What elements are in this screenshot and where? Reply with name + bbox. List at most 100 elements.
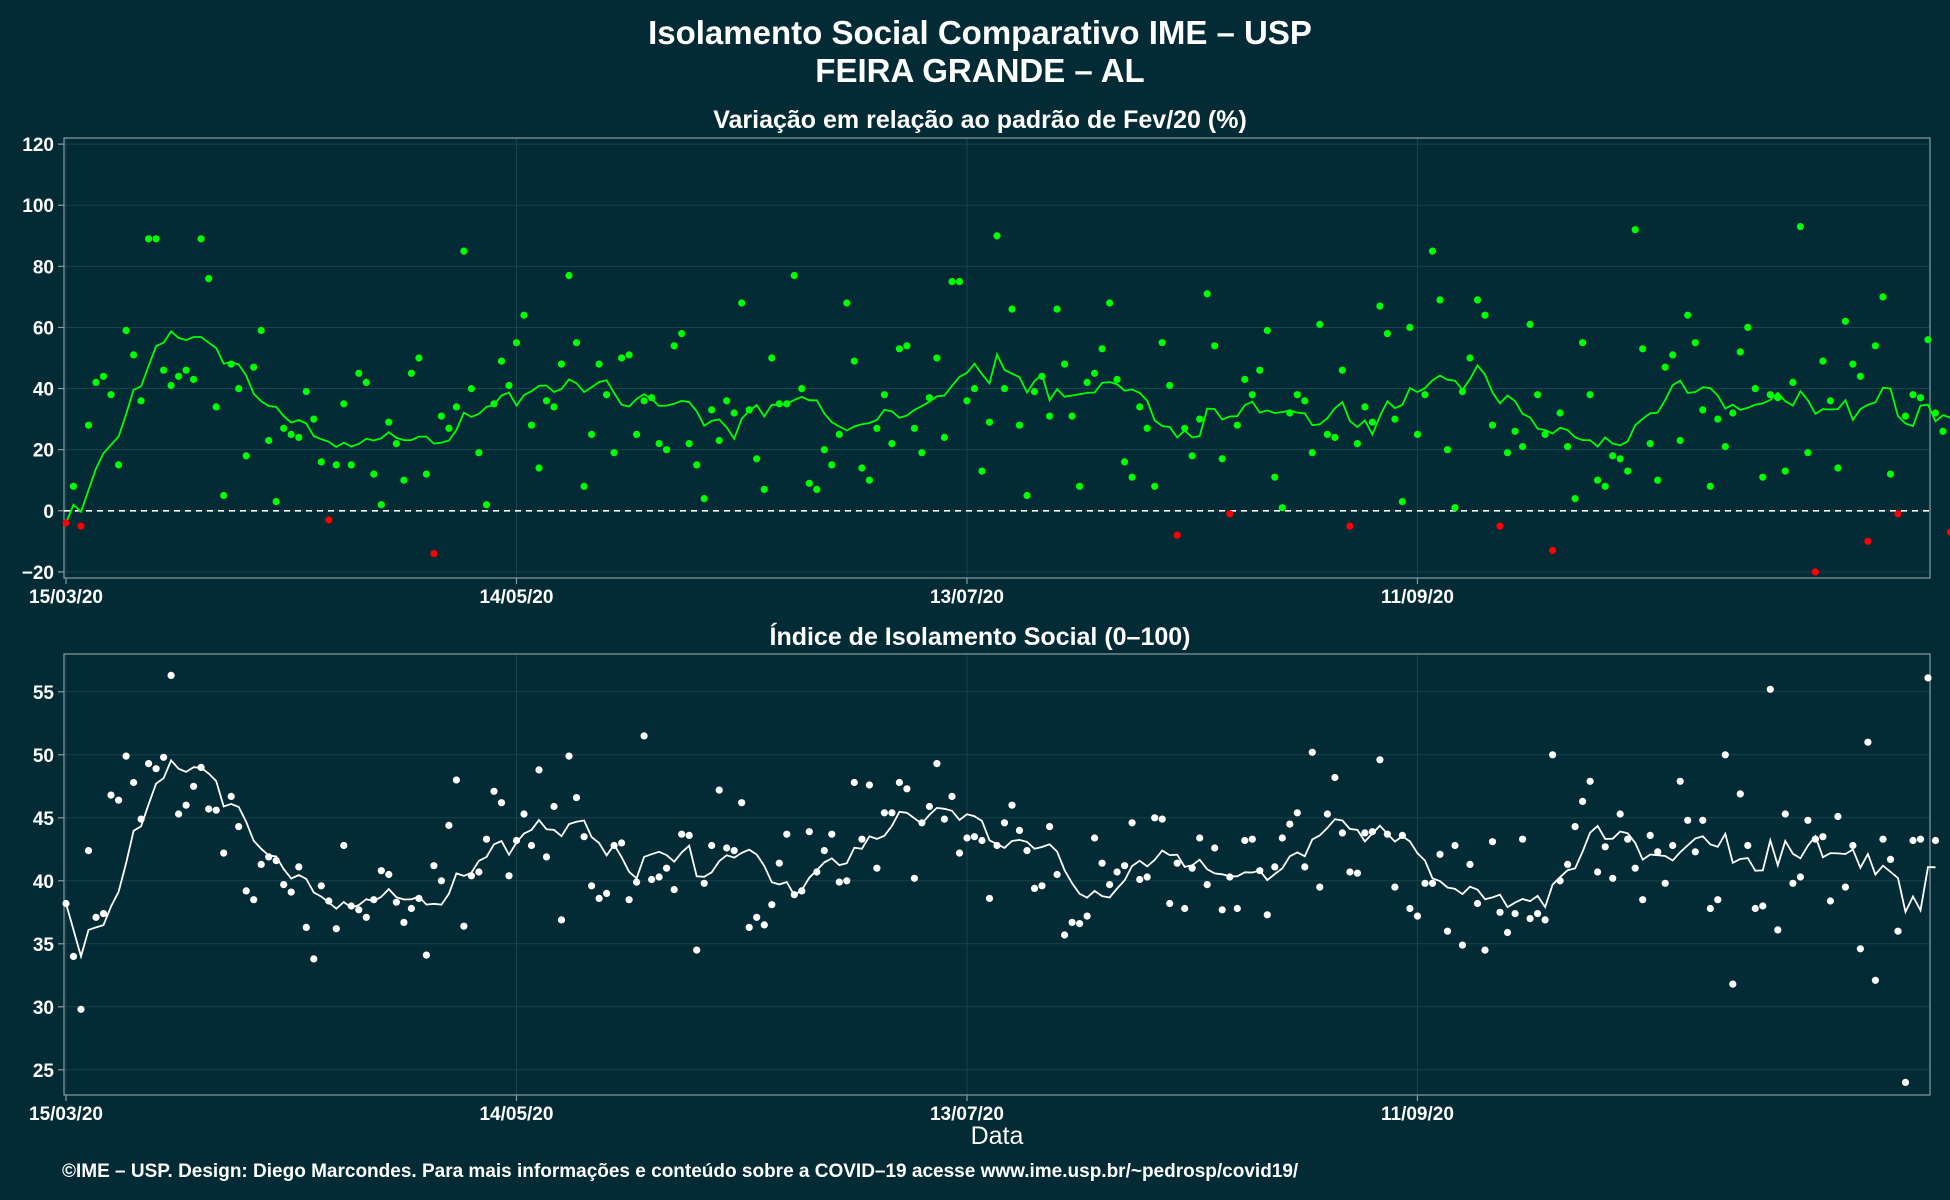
data-point — [280, 881, 288, 889]
data-point — [1616, 455, 1624, 463]
data-point — [903, 785, 911, 793]
data-point — [1188, 864, 1196, 872]
data-point — [700, 495, 708, 503]
data-point — [693, 461, 701, 469]
data-point — [407, 904, 415, 913]
data-point — [295, 433, 303, 441]
data-point — [1038, 882, 1046, 890]
data-point — [760, 921, 768, 929]
data-point — [437, 877, 445, 885]
data-point — [1391, 415, 1399, 423]
data-point — [1106, 299, 1114, 307]
data-point — [1819, 833, 1827, 841]
data-point — [1406, 904, 1414, 913]
data-point — [858, 464, 866, 472]
data-point — [1571, 823, 1579, 831]
x-tick-label: 14/05/20 — [479, 587, 553, 608]
data-point — [317, 882, 325, 890]
data-point — [377, 501, 385, 509]
data-point — [663, 446, 671, 454]
data-point — [1879, 293, 1887, 301]
data-point — [1466, 354, 1474, 362]
data-point — [993, 232, 1001, 240]
data-point — [220, 491, 228, 500]
data-point — [948, 278, 956, 286]
data-point — [1691, 848, 1699, 856]
data-point — [392, 440, 400, 448]
data-point — [648, 875, 656, 884]
y-tick-label: 30 — [33, 998, 54, 1019]
data-point — [925, 394, 934, 402]
data-point — [362, 378, 370, 386]
data-point — [1894, 927, 1902, 935]
data-point — [1729, 409, 1737, 417]
data-point — [1721, 443, 1729, 451]
data-point — [1451, 504, 1459, 512]
data-point — [122, 326, 130, 335]
data-point — [227, 792, 235, 801]
data-point — [1061, 931, 1069, 939]
data-point — [122, 752, 130, 760]
data-point — [940, 815, 949, 823]
data-point — [1871, 342, 1879, 350]
data-point — [1849, 841, 1857, 850]
data-point — [1173, 859, 1181, 867]
data-point — [1256, 366, 1264, 374]
data-point — [99, 372, 108, 380]
data-point — [1181, 424, 1189, 432]
data-point — [813, 485, 821, 493]
data-point — [1714, 896, 1722, 904]
data-point — [220, 849, 228, 857]
data-point — [430, 862, 438, 870]
data-point — [1121, 458, 1129, 466]
data-point — [512, 836, 521, 845]
data-point — [1428, 247, 1437, 255]
data-point — [993, 841, 1001, 850]
data-point — [1421, 391, 1429, 399]
data-point — [1361, 829, 1369, 837]
data-point — [1541, 916, 1549, 924]
data-point — [933, 760, 941, 768]
data-point — [790, 891, 798, 899]
data-point — [1286, 820, 1294, 828]
data-point — [242, 887, 250, 895]
data-point — [190, 782, 198, 790]
data-point — [1661, 363, 1669, 371]
data-point — [1684, 816, 1692, 824]
data-point — [400, 476, 408, 484]
data-point — [1856, 372, 1864, 380]
data-point — [205, 805, 213, 813]
data-point — [1834, 464, 1842, 472]
data-point — [1473, 899, 1482, 908]
data-point — [445, 821, 453, 830]
data-point — [1759, 473, 1767, 481]
data-point — [332, 461, 340, 469]
data-point — [1053, 870, 1061, 879]
data-point — [700, 879, 708, 887]
data-point — [542, 397, 551, 405]
data-point — [1203, 881, 1211, 889]
data-point — [182, 801, 190, 809]
data-point — [1068, 412, 1076, 420]
data-point — [497, 357, 506, 365]
data-point — [1248, 391, 1256, 399]
data-point — [340, 841, 348, 850]
data-point — [1376, 756, 1384, 764]
data-point — [775, 859, 783, 867]
data-point — [1849, 360, 1857, 368]
data-point — [595, 360, 603, 368]
data-point — [1338, 829, 1346, 837]
data-point — [512, 339, 521, 347]
data-point — [708, 841, 716, 850]
data-point — [595, 894, 603, 903]
data-point — [1781, 467, 1789, 475]
data-point — [1594, 868, 1602, 876]
data-point — [107, 791, 115, 799]
data-point — [1819, 357, 1827, 365]
data-point — [625, 896, 633, 904]
data-point — [1774, 394, 1782, 402]
data-point — [1519, 835, 1527, 843]
data-point — [1030, 884, 1039, 893]
data-point — [1864, 537, 1872, 545]
data-point — [1023, 847, 1031, 855]
